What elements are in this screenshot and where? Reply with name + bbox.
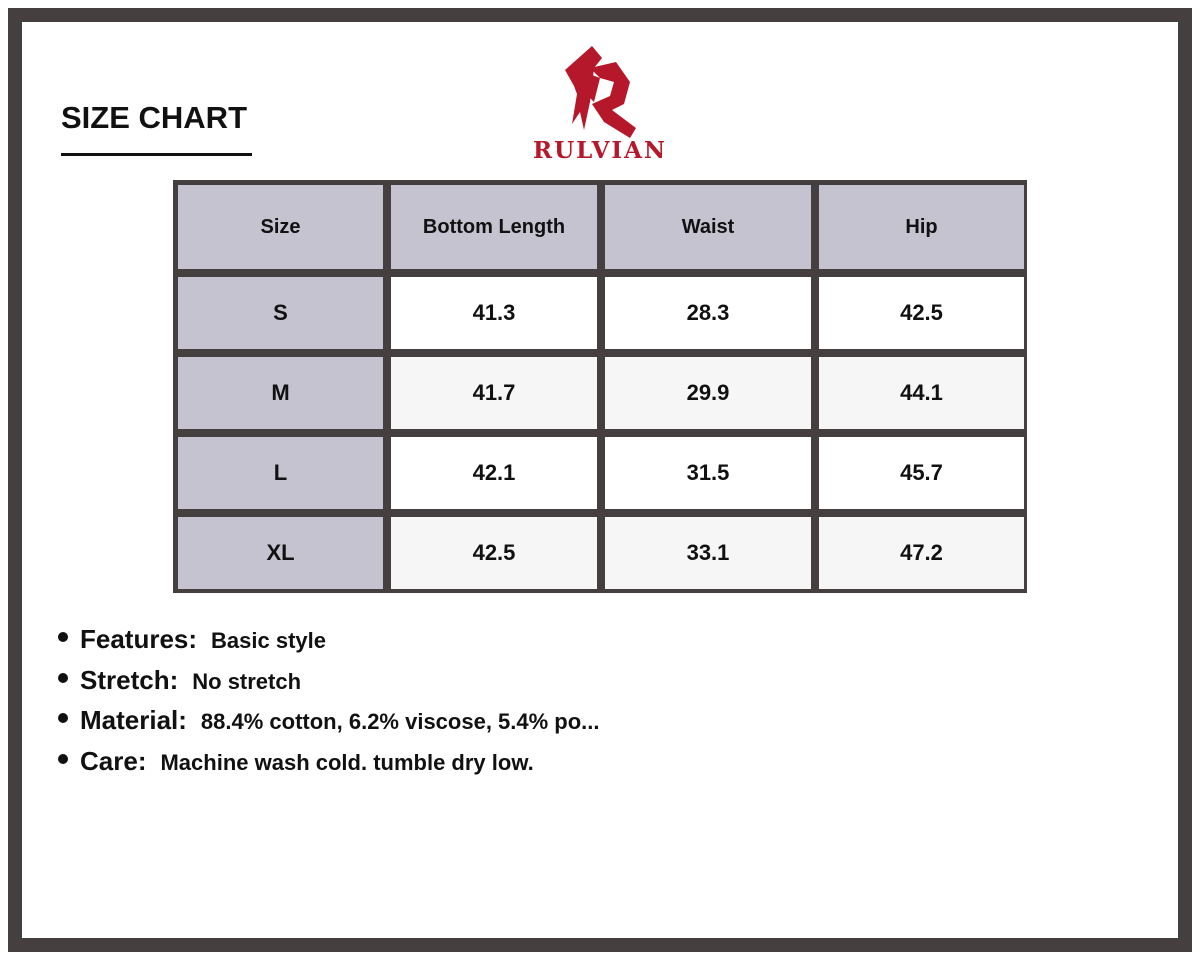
- header-hip: Hip: [819, 185, 1024, 269]
- bullet-icon: [58, 753, 68, 764]
- value-cell: 42.1: [391, 437, 597, 509]
- feature-label: Stretch:: [80, 664, 179, 695]
- size-cell: S: [178, 277, 383, 349]
- feature-label: Features:: [80, 624, 198, 654]
- value-cell: 44.1: [819, 357, 1024, 429]
- brand-logo-icon: [565, 46, 636, 138]
- feature-value: No stretch: [192, 668, 302, 694]
- value-cell: 47.2: [819, 517, 1024, 589]
- feature-value: Basic style: [211, 628, 327, 653]
- size-cell: L: [178, 437, 383, 509]
- feature-list: Features: Basic style Stretch: No stretc…: [58, 624, 600, 786]
- size-table: Size Bottom Length Waist Hip S 41.3 28.3…: [173, 180, 1027, 593]
- feature-item: Material: 88.4% cotton, 6.2% viscose, 5.…: [58, 705, 600, 746]
- value-cell: 41.7: [391, 357, 597, 429]
- value-cell: 41.3: [391, 277, 597, 349]
- size-cell: XL: [178, 517, 383, 589]
- size-cell: M: [178, 357, 383, 429]
- feature-item: Features: Basic style: [58, 624, 600, 665]
- feature-value: Machine wash cold. tumble dry low.: [160, 749, 534, 775]
- feature-value: 88.4% cotton, 6.2% viscose, 5.4% po...: [200, 709, 600, 734]
- header-bottom-length: Bottom Length: [391, 185, 597, 269]
- page-title: SIZE CHART: [61, 100, 247, 135]
- title-underline: [61, 153, 252, 156]
- feature-item: Care: Machine wash cold. tumble dry low.: [58, 746, 600, 787]
- value-cell: 42.5: [391, 517, 597, 589]
- feature-item: Stretch: No stretch: [58, 665, 600, 706]
- value-cell: 42.5: [819, 277, 1024, 349]
- brand-name: RULVIAN: [532, 137, 668, 164]
- value-cell: 29.9: [605, 357, 811, 429]
- bullet-icon: [58, 632, 68, 642]
- value-cell: 33.1: [605, 517, 811, 589]
- header-size: Size: [178, 185, 383, 269]
- value-cell: 45.7: [819, 437, 1024, 509]
- bullet-icon: [58, 713, 68, 723]
- feature-label: Care:: [80, 745, 147, 776]
- value-cell: 31.5: [605, 437, 811, 509]
- feature-label: Material:: [80, 705, 187, 735]
- value-cell: 28.3: [605, 277, 811, 349]
- header-waist: Waist: [605, 185, 811, 269]
- bullet-icon: [58, 672, 68, 683]
